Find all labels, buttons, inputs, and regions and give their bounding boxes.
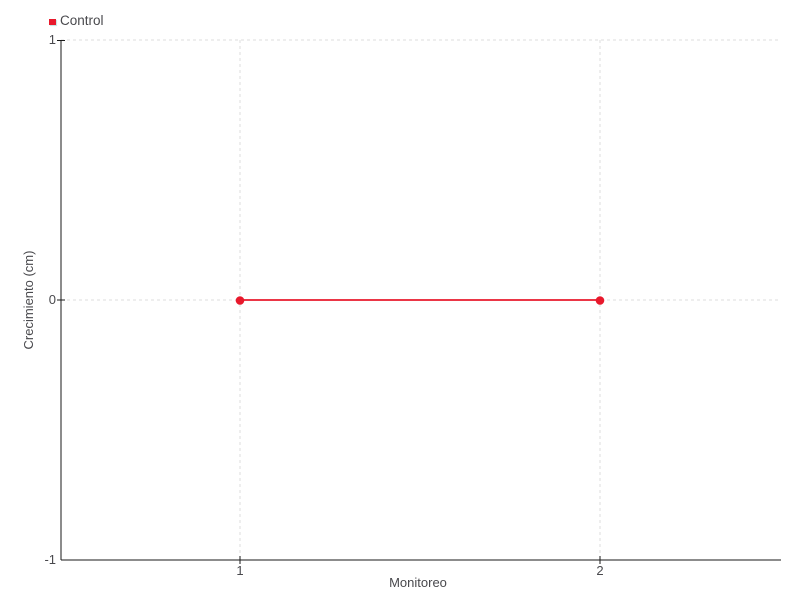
svg-text:Crecimiento (cm): Crecimiento (cm)	[21, 251, 36, 350]
svg-text:1: 1	[236, 563, 243, 578]
svg-text:2: 2	[596, 563, 603, 578]
svg-text:0: 0	[49, 292, 56, 307]
svg-text:1: 1	[49, 32, 56, 47]
svg-text:Monitoreo: Monitoreo	[389, 575, 447, 590]
svg-text:-1: -1	[44, 552, 56, 567]
